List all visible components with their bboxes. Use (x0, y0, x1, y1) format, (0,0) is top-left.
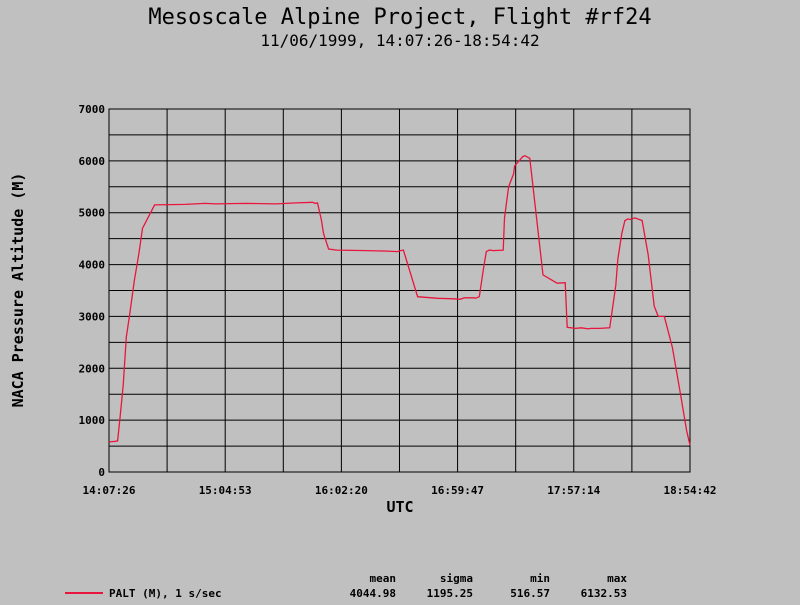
stats-header-mean: mean (370, 572, 397, 585)
y-tick-label: 1000 (79, 414, 106, 427)
grid (109, 109, 690, 472)
y-tick-label: 6000 (79, 155, 106, 168)
x-tick-label: 15:04:53 (199, 484, 252, 497)
stats-header-min: min (530, 572, 550, 585)
chart-title: Mesoscale Alpine Project, Flight #rf24 (148, 5, 652, 30)
stats-header-max: max (607, 572, 627, 585)
x-axis-label: UTC (386, 498, 413, 516)
y-tick-label: 3000 (79, 310, 106, 323)
x-tick-label: 16:02:20 (315, 484, 368, 497)
y-axis-label: NACA Pressure Altitude (M) (9, 173, 27, 408)
stats-value-mean: 4044.98 (350, 587, 396, 600)
stats-value-max: 6132.53 (581, 587, 627, 600)
x-tick-label: 16:59:47 (431, 484, 484, 497)
y-tick-label: 0 (98, 466, 105, 479)
x-tick-label: 17:57:14 (547, 484, 600, 497)
chart-subtitle: 11/06/1999, 14:07:26-18:54:42 (260, 31, 540, 50)
y-tick-label: 7000 (79, 103, 106, 116)
y-axis-ticks: 0 1000 2000 3000 4000 5000 6000 7000 (79, 103, 106, 479)
x-tick-label: 18:54:42 (664, 484, 717, 497)
stats-header-sigma: sigma (440, 572, 473, 585)
x-tick-label: 14:07:26 (83, 484, 136, 497)
series-line-palt (108, 154, 691, 446)
y-tick-label: 4000 (79, 259, 106, 272)
y-tick-label: 2000 (79, 362, 106, 375)
x-axis-ticks: 14:07:26 15:04:53 16:02:20 16:59:47 17:57:14… (83, 484, 717, 497)
y-tick-label: 5000 (79, 207, 106, 220)
stats-value-min: 516.57 (510, 587, 550, 600)
stats-value-sigma: 1195.25 (427, 587, 473, 600)
legend: PALT (M), 1 s/sec mean sigma min max 404… (65, 572, 627, 600)
legend-label: PALT (M), 1 s/sec (109, 587, 222, 600)
